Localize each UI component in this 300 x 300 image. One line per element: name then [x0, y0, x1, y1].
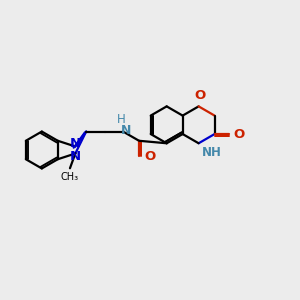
Text: O: O	[233, 128, 244, 140]
Text: N: N	[121, 124, 131, 136]
Text: O: O	[195, 89, 206, 102]
Text: O: O	[144, 150, 155, 163]
Text: NH: NH	[202, 146, 222, 159]
Text: N: N	[70, 137, 81, 150]
Text: CH₃: CH₃	[60, 172, 78, 182]
Text: H: H	[117, 113, 126, 126]
Text: N: N	[70, 150, 81, 163]
